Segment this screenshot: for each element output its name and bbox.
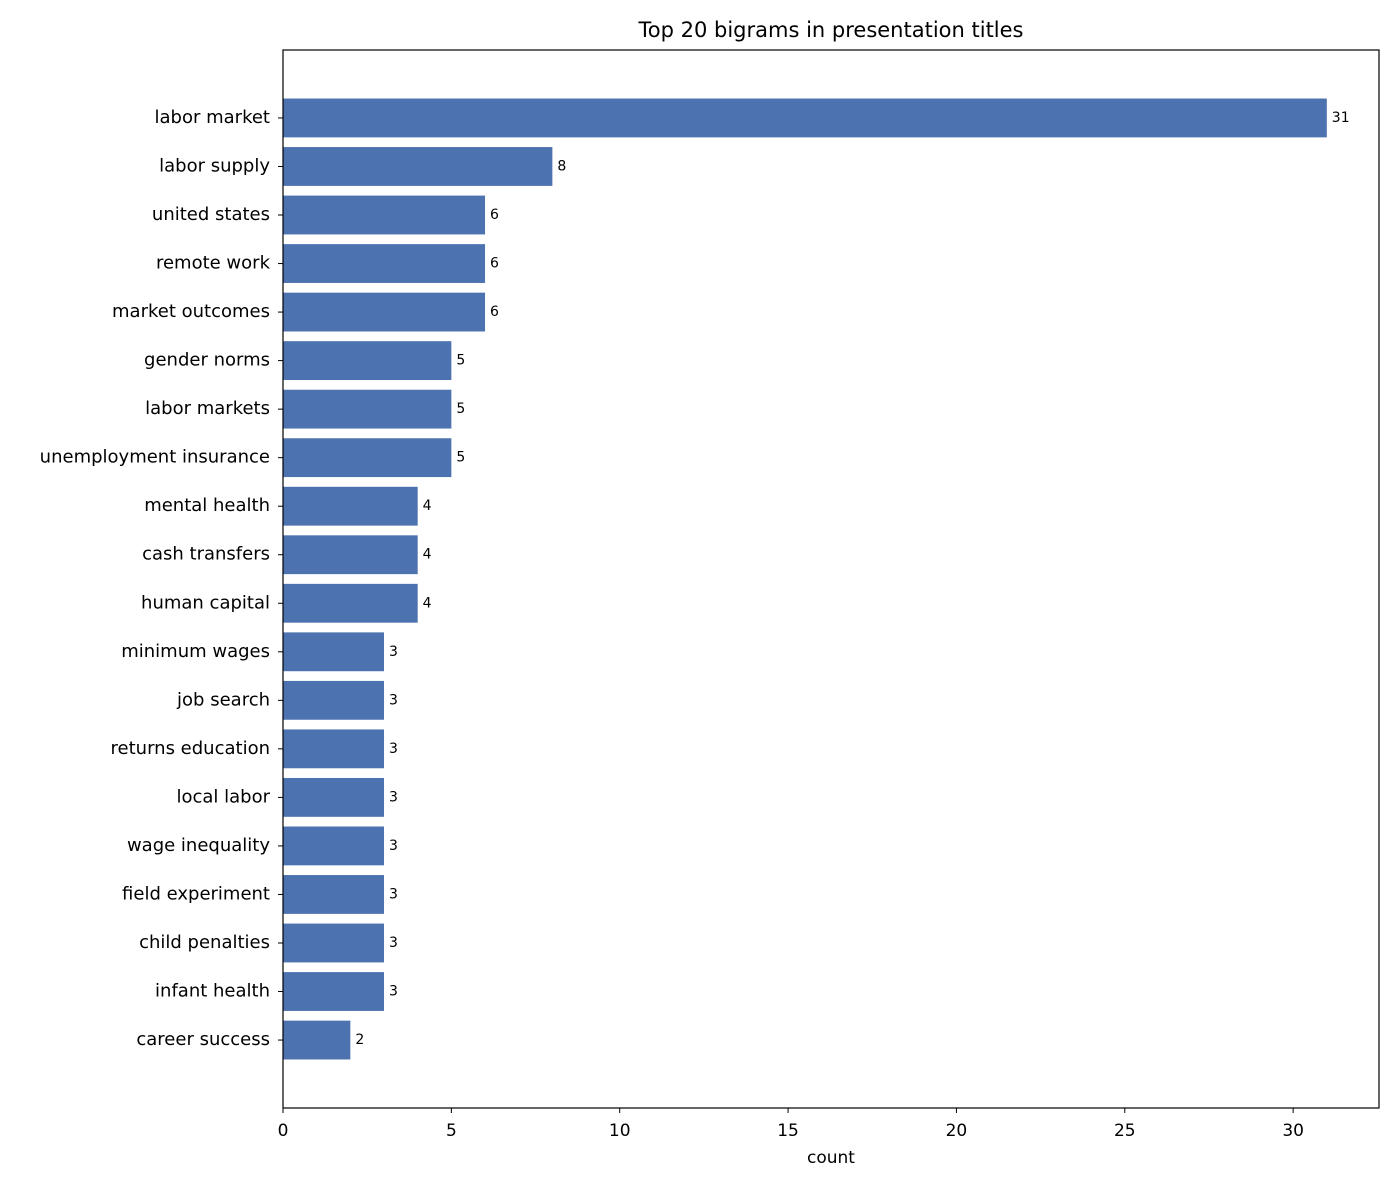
data-label: 3: [389, 935, 398, 951]
data-label: 3: [389, 984, 398, 1000]
chart-title: Top 20 bigrams in presentation titles: [638, 18, 1024, 42]
bar: [283, 244, 486, 283]
y-tick-label: unemployment insurance: [40, 447, 270, 468]
y-tick-label: labor supply: [159, 155, 270, 176]
x-tick-label: 0: [278, 1121, 289, 1141]
y-tick-label: minimum wages: [121, 641, 270, 662]
data-label: 3: [389, 838, 398, 854]
plot-frame: [282, 49, 1380, 1109]
data-label: 4: [423, 595, 432, 611]
y-tick-label: human capital: [141, 592, 270, 613]
x-tick-label: 20: [946, 1121, 968, 1141]
y-tick-label: labor market: [155, 107, 270, 128]
y-tick-label: mental health: [144, 495, 270, 516]
bar: [283, 535, 418, 575]
bar: [283, 438, 452, 478]
data-label: 3: [389, 692, 398, 708]
x-tick-label: 5: [446, 1121, 457, 1141]
y-tick-label: remote work: [156, 253, 271, 274]
data-label: 6: [490, 207, 499, 223]
bar: [283, 680, 385, 720]
y-tick-label: returns education: [111, 738, 270, 759]
bar: [283, 486, 418, 526]
data-label: 5: [456, 353, 465, 369]
x-axis-label: count: [807, 1148, 855, 1168]
data-label: 5: [456, 450, 465, 466]
bar: [283, 98, 1327, 138]
bar: [283, 729, 385, 769]
bar: [283, 583, 418, 623]
y-tick-label: local labor: [176, 786, 270, 807]
data-label: 4: [423, 547, 432, 563]
data-label: 6: [490, 304, 499, 320]
data-label: 3: [389, 644, 398, 660]
data-label: 3: [389, 741, 398, 757]
y-tick-label: cash transfers: [142, 544, 270, 565]
data-label: 31: [1332, 110, 1350, 126]
bar: [283, 292, 486, 332]
data-label: 3: [389, 886, 398, 902]
bar: [283, 826, 385, 866]
x-tick-label: 30: [1282, 1121, 1304, 1141]
bar: [283, 777, 385, 817]
bar: [283, 875, 385, 914]
y-tick-label: career success: [136, 1029, 270, 1050]
y-tick-label: job search: [176, 689, 270, 710]
y-tick-label: united states: [152, 204, 270, 225]
bar: [283, 389, 452, 429]
data-label: 8: [557, 158, 566, 174]
y-tick-label: field experiment: [122, 883, 270, 904]
y-tick-label: infant health: [155, 981, 270, 1002]
data-label: 5: [456, 401, 465, 417]
x-tick-label: 25: [1114, 1121, 1136, 1141]
bar: [283, 1020, 351, 1060]
y-tick-label: wage inequality: [127, 835, 270, 856]
bar: [283, 632, 385, 672]
data-label: 4: [423, 498, 432, 514]
y-tick-label: gender norms: [144, 350, 270, 371]
x-tick-label: 15: [777, 1121, 799, 1141]
bar: [283, 923, 385, 963]
bar: [283, 195, 486, 235]
data-label: 2: [355, 1032, 364, 1048]
data-label: 3: [389, 789, 398, 805]
x-tick-label: 10: [609, 1121, 631, 1141]
y-tick-label: market outcomes: [112, 301, 270, 322]
y-tick-label: labor markets: [145, 398, 270, 419]
bar: [283, 341, 452, 381]
y-tick-label: child penalties: [139, 932, 270, 953]
data-label: 6: [490, 256, 499, 272]
bar: [283, 972, 385, 1011]
bar: [283, 147, 553, 186]
